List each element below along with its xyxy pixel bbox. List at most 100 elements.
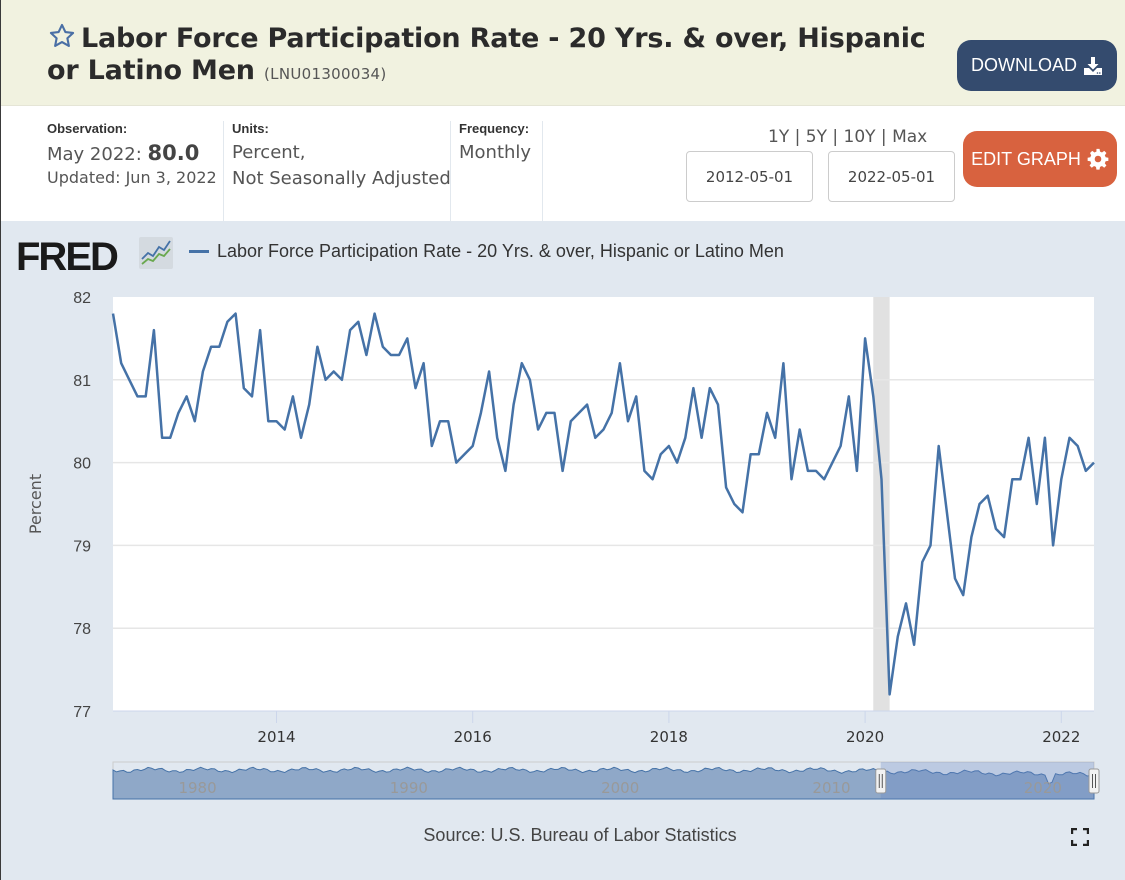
data-point[interactable] [1000,533,1008,541]
data-point[interactable] [935,442,943,450]
data-point[interactable] [518,359,526,367]
data-point[interactable] [714,401,722,409]
data-point[interactable] [837,442,845,450]
navigator-left-handle[interactable] [875,768,887,794]
data-point[interactable] [322,376,330,384]
data-point[interactable] [747,450,755,458]
data-point[interactable] [763,409,771,417]
data-point[interactable] [853,467,861,475]
data-point[interactable] [207,343,215,351]
data-point[interactable] [191,417,199,425]
data-point[interactable] [289,392,297,400]
data-point[interactable] [166,434,174,442]
data-point[interactable] [526,376,534,384]
data-point[interactable] [1033,500,1041,508]
data-point[interactable] [608,409,616,417]
data-point[interactable] [232,310,240,318]
data-point[interactable] [1065,434,1073,442]
data-point[interactable] [542,409,550,417]
data-point[interactable] [297,434,305,442]
data-point[interactable] [330,368,338,376]
data-point[interactable] [256,326,264,334]
data-point[interactable] [575,409,583,417]
data-point[interactable] [313,343,321,351]
range-10y[interactable]: 10Y [843,127,876,147]
download-button[interactable]: DOWNLOAD [957,40,1117,91]
data-point[interactable] [730,500,738,508]
data-point[interactable] [951,575,959,583]
data-point[interactable] [273,417,281,425]
data-point[interactable] [681,434,689,442]
data-point[interactable] [215,343,223,351]
data-point[interactable] [967,533,975,541]
data-point[interactable] [477,409,485,417]
range-1y[interactable]: 1Y [768,127,790,147]
data-point[interactable] [395,351,403,359]
data-point[interactable] [338,376,346,384]
data-point[interactable] [984,492,992,500]
data-point[interactable] [493,434,501,442]
data-point[interactable] [469,442,477,450]
data-point[interactable] [796,425,804,433]
data-point[interactable] [559,467,567,475]
star-outline-icon[interactable] [47,22,77,50]
data-point[interactable] [624,417,632,425]
range-max[interactable]: Max [892,127,928,147]
data-point[interactable] [354,318,362,326]
data-point[interactable] [403,334,411,342]
data-point[interactable] [183,392,191,400]
data-point[interactable] [616,359,624,367]
data-point[interactable] [109,310,117,318]
data-point[interactable] [305,401,313,409]
data-point[interactable] [1090,459,1098,467]
data-point[interactable] [452,459,460,467]
data-point[interactable] [1074,442,1082,450]
data-point[interactable] [379,343,387,351]
data-point[interactable] [510,401,518,409]
data-point[interactable] [117,359,125,367]
data-point[interactable] [804,467,812,475]
data-point[interactable] [722,483,730,491]
data-point[interactable] [223,318,231,326]
data-point[interactable] [673,459,681,467]
data-point[interactable] [1041,434,1049,442]
data-point[interactable] [877,475,885,483]
data-point[interactable] [812,467,820,475]
data-point[interactable] [918,558,926,566]
data-point[interactable] [1025,434,1033,442]
data-point[interactable] [698,434,706,442]
data-point[interactable] [976,500,984,508]
data-point[interactable] [371,310,379,318]
data-point[interactable] [436,417,444,425]
data-point[interactable] [1057,475,1065,483]
data-point[interactable] [264,417,272,425]
data-point[interactable] [959,591,967,599]
data-point[interactable] [992,525,1000,533]
data-point[interactable] [461,450,469,458]
data-point[interactable] [583,401,591,409]
navigator[interactable]: 1980 1990 2000 2010 2020 [112,761,1100,800]
data-point[interactable] [828,459,836,467]
navigator-selection[interactable] [880,762,1094,799]
data-point[interactable] [567,417,575,425]
data-point[interactable] [886,690,894,698]
data-point[interactable] [501,467,509,475]
data-point[interactable] [755,450,763,458]
data-point[interactable] [649,475,657,483]
edit-graph-button[interactable]: EDIT GRAPH [963,131,1117,187]
data-point[interactable] [428,442,436,450]
data-point[interactable] [420,359,428,367]
data-point[interactable] [632,392,640,400]
data-point[interactable] [199,368,207,376]
data-point[interactable] [534,425,542,433]
data-point[interactable] [894,632,902,640]
data-point[interactable] [845,392,853,400]
data-point[interactable] [927,541,935,549]
data-point[interactable] [640,467,648,475]
data-point[interactable] [689,384,697,392]
data-point[interactable] [1008,475,1016,483]
data-point[interactable] [387,351,395,359]
data-point[interactable] [600,425,608,433]
data-point[interactable] [1016,475,1024,483]
end-date-input[interactable]: 2022-05-01 [828,151,955,202]
